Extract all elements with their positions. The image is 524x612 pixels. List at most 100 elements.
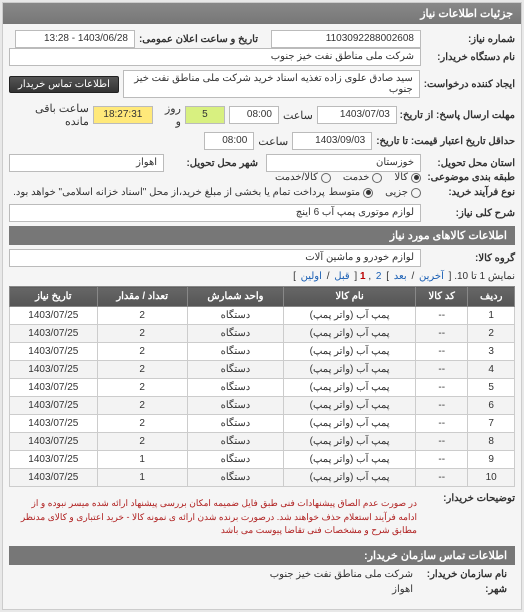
- radio-dot-icon: [321, 173, 331, 183]
- radio-dot-icon: [363, 188, 373, 198]
- table-cell: 8: [468, 433, 515, 451]
- goods-table: ردیفکد کالانام کالاواحد شمارشتعداد / مقد…: [9, 286, 515, 487]
- footer-org-value: شرکت ملی مناطق نفت خیز جنوب: [270, 569, 413, 580]
- radio-both[interactable]: کالا/خدمت: [275, 172, 331, 183]
- notes-text: در صورت عدم الصاق پیشنهادات فنی طبق فایل…: [9, 493, 421, 542]
- radio-medium[interactable]: متوسط: [329, 187, 373, 198]
- state-value: خوزستان: [266, 154, 421, 172]
- table-cell: دستگاه: [187, 361, 284, 379]
- table-row: 1--پمپ آب (واتر پمپ)دستگاه21403/07/25: [10, 307, 515, 325]
- table-header: تعداد / مقدار: [97, 287, 187, 307]
- table-cell: دستگاه: [187, 415, 284, 433]
- table-cell: 1403/07/25: [10, 307, 98, 325]
- subject-class-radios: کالا خدمت کالا/خدمت: [275, 172, 421, 183]
- table-cell: 1403/07/25: [10, 343, 98, 361]
- table-cell: 4: [468, 361, 515, 379]
- radio-service[interactable]: خدمت: [343, 172, 383, 183]
- row-need-number: شماره نیاز: 1103092288002608 تاریخ و ساع…: [9, 30, 515, 48]
- row-deadline1: مهلت ارسال پاسخ: از تاریخ: 1403/07/03 سا…: [9, 102, 515, 128]
- pager-first[interactable]: اولین: [301, 271, 322, 282]
- footer-body: نام سازمان خریدار: شرکت ملی مناطق نفت خی…: [9, 565, 515, 603]
- table-cell: 10: [468, 469, 515, 487]
- table-header: واحد شمارش: [187, 287, 284, 307]
- goods-group-label: گروه کالا:: [425, 253, 515, 264]
- table-cell: پمپ آب (واتر پمپ): [284, 451, 416, 469]
- table-row: 2--پمپ آب (واتر پمپ)دستگاه21403/07/25: [10, 325, 515, 343]
- need-number-value: 1103092288002608: [271, 30, 421, 48]
- goods-group-value: لوازم خودرو و ماشین آلات: [9, 249, 421, 267]
- table-cell: --: [416, 343, 468, 361]
- contact-buyer-button[interactable]: اطلاعات تماس خریدار: [9, 76, 119, 93]
- table-cell: 9: [468, 451, 515, 469]
- radio-goods[interactable]: کالا: [394, 172, 421, 183]
- radio-partial[interactable]: جزیی: [385, 187, 421, 198]
- table-cell: 2: [97, 379, 187, 397]
- table-cell: پمپ آب (واتر پمپ): [284, 343, 416, 361]
- subject-class-label: طبقه بندی موضوعی:: [425, 172, 515, 183]
- table-cell: پمپ آب (واتر پمپ): [284, 379, 416, 397]
- footer-city-value: اهواز: [392, 584, 413, 595]
- table-row: 4--پمپ آب (واتر پمپ)دستگاه21403/07/25: [10, 361, 515, 379]
- table-cell: 2: [97, 307, 187, 325]
- table-cell: دستگاه: [187, 307, 284, 325]
- process-type-label: نوع فرآیند خرید:: [425, 187, 515, 198]
- creator-label: ایجاد کننده درخواست:: [424, 79, 515, 90]
- table-cell: 1403/07/25: [10, 325, 98, 343]
- time-remaining: 18:27:31: [93, 106, 153, 124]
- row-subject-class: طبقه بندی موضوعی: کالا خدمت کالا/خدمت: [9, 172, 515, 183]
- table-cell: --: [416, 397, 468, 415]
- table-cell: 2: [97, 325, 187, 343]
- table-cell: --: [416, 469, 468, 487]
- table-cell: 7: [468, 415, 515, 433]
- row-need-desc: شرح کلی نیاز: لوازم موتوری پمپ آب 6 اینچ: [9, 204, 515, 222]
- table-cell: 3: [468, 343, 515, 361]
- row-creator: ایجاد کننده درخواست: سید صادق علوی زاده …: [9, 70, 515, 98]
- table-cell: --: [416, 361, 468, 379]
- table-cell: 1403/07/25: [10, 451, 98, 469]
- process-note: پرداخت تمام یا بخشی از مبلغ خرید،از محل …: [13, 187, 325, 198]
- table-cell: 1403/07/25: [10, 397, 98, 415]
- deadline1-date: 1403/07/03: [317, 106, 397, 124]
- pager-page-2[interactable]: 2: [376, 271, 382, 282]
- table-cell: پمپ آب (واتر پمپ): [284, 361, 416, 379]
- table-cell: پمپ آب (واتر پمپ): [284, 325, 416, 343]
- pager-prev[interactable]: قبل: [334, 271, 349, 282]
- table-header: ردیف: [468, 287, 515, 307]
- table-cell: دستگاه: [187, 469, 284, 487]
- state-label: استان محل تحویل:: [425, 158, 515, 169]
- deadline2-date: 1403/09/03: [292, 132, 372, 150]
- pager-last[interactable]: آخرین: [419, 271, 444, 282]
- table-cell: 1: [97, 451, 187, 469]
- table-cell: 1403/07/25: [10, 379, 98, 397]
- row-deadline2: حداقل تاریخ اعتبار قیمت: تا تاریخ: 1403/…: [9, 132, 515, 150]
- row-buyer: نام دستگاه خریدار: شرکت ملی مناطق نفت خی…: [9, 48, 515, 66]
- pager-page-1: 1: [360, 271, 366, 282]
- table-row: 5--پمپ آب (واتر پمپ)دستگاه21403/07/25: [10, 379, 515, 397]
- city-value: اهواز: [9, 154, 164, 172]
- buyer-label: نام دستگاه خریدار:: [425, 52, 515, 63]
- radio-dot-icon: [411, 173, 421, 183]
- row-location: استان محل تحویل: خوزستان شهر محل تحویل: …: [9, 154, 515, 172]
- table-cell: 1403/07/25: [10, 433, 98, 451]
- footer-title: اطلاعات تماس سازمان خریدار:: [9, 546, 515, 565]
- table-header: نام کالا: [284, 287, 416, 307]
- deadline1-time: 08:00: [229, 106, 279, 124]
- table-cell: دستگاه: [187, 451, 284, 469]
- notes-label: توضیحات خریدار:: [425, 493, 515, 504]
- table-cell: 1403/07/25: [10, 415, 98, 433]
- time-label-2: ساعت: [258, 135, 288, 148]
- table-cell: پمپ آب (واتر پمپ): [284, 307, 416, 325]
- main-panel: جزئیات اطلاعات نیاز شماره نیاز: 11030922…: [2, 2, 522, 610]
- deadline2-time: 08:00: [204, 132, 254, 150]
- pager: نمایش 1 تا 10. [ آخرین / بعد ] 2 , 1 [ ق…: [9, 271, 515, 282]
- table-header: تاریخ نیاز: [10, 287, 98, 307]
- announce-date-label: تاریخ و ساعت اعلان عمومی:: [139, 34, 258, 45]
- radio-dot-icon: [372, 173, 382, 183]
- row-goods-group: گروه کالا: لوازم خودرو و ماشین آلات: [9, 249, 515, 267]
- pager-next[interactable]: بعد: [394, 271, 407, 282]
- table-cell: --: [416, 415, 468, 433]
- deadline2-label: حداقل تاریخ اعتبار قیمت: تا تاریخ:: [376, 136, 515, 147]
- deadline1-label: مهلت ارسال پاسخ: از تاریخ:: [401, 110, 515, 121]
- table-cell: دستگاه: [187, 379, 284, 397]
- table-row: 10--پمپ آب (واتر پمپ)دستگاه11403/07/25: [10, 469, 515, 487]
